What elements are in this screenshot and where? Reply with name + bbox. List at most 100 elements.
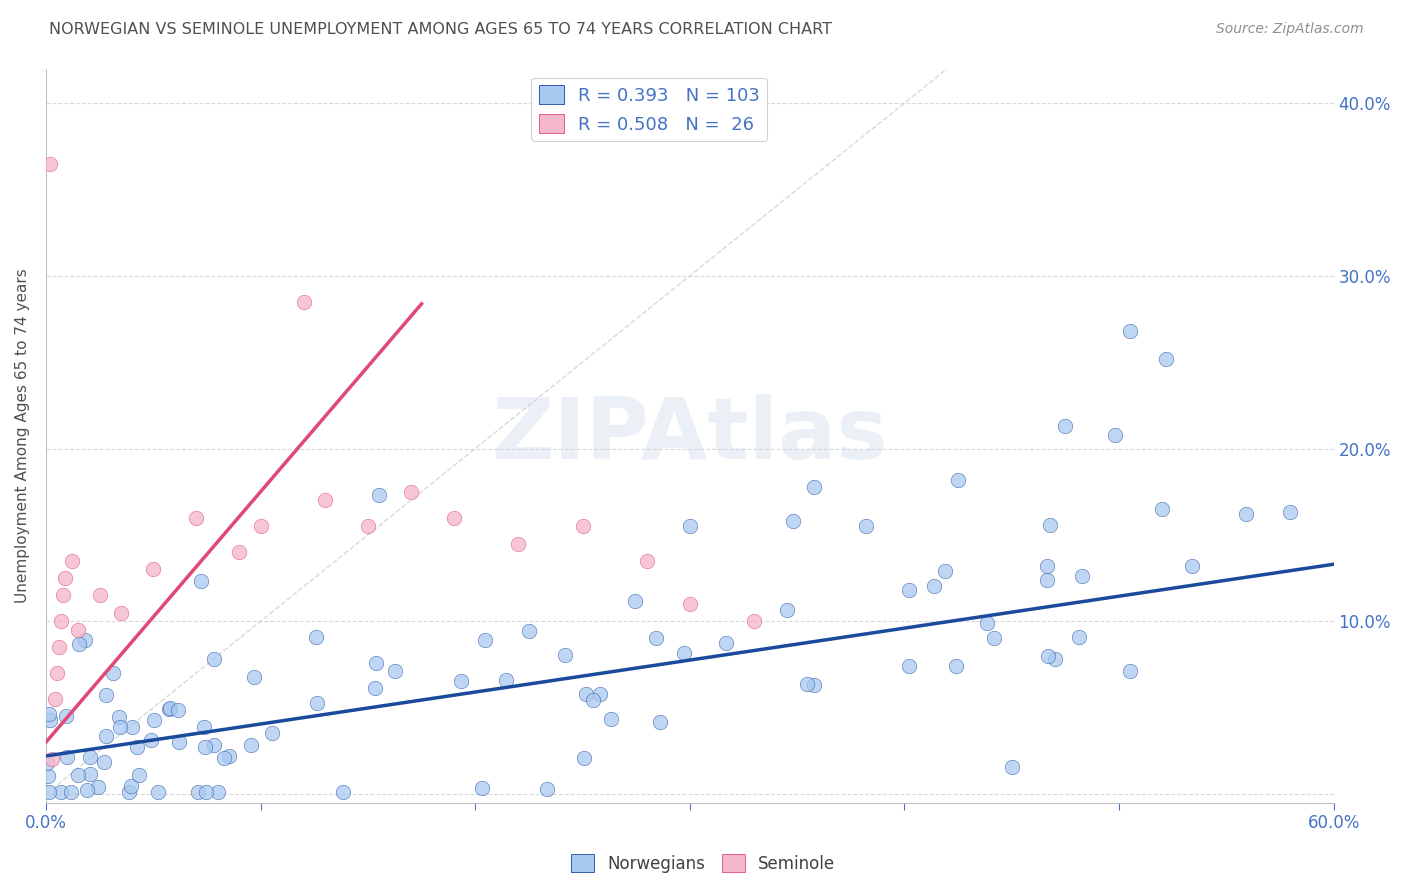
Point bbox=[212, 751, 235, 765]
Point bbox=[260, 726, 283, 740]
Point bbox=[305, 630, 328, 644]
Point bbox=[384, 664, 406, 678]
Point bbox=[292, 294, 315, 309]
Point bbox=[127, 739, 149, 754]
Point bbox=[39, 156, 62, 170]
Point bbox=[679, 519, 702, 533]
Point bbox=[55, 749, 77, 764]
Point bbox=[240, 738, 263, 752]
Point bbox=[79, 767, 101, 781]
Point bbox=[574, 751, 596, 765]
Point bbox=[59, 785, 82, 799]
Point bbox=[517, 624, 540, 639]
Point bbox=[855, 519, 877, 533]
Point bbox=[645, 631, 668, 645]
Point bbox=[1180, 558, 1202, 573]
Point bbox=[118, 785, 141, 799]
Point bbox=[1067, 630, 1090, 644]
Point bbox=[1043, 651, 1066, 665]
Point bbox=[314, 493, 336, 508]
Point bbox=[1036, 648, 1059, 663]
Point bbox=[121, 720, 143, 734]
Point bbox=[536, 781, 558, 796]
Point bbox=[242, 670, 264, 684]
Point bbox=[582, 693, 605, 707]
Point bbox=[367, 488, 389, 502]
Point bbox=[120, 779, 142, 793]
Point bbox=[450, 674, 472, 689]
Point bbox=[471, 780, 494, 795]
Point bbox=[49, 614, 72, 628]
Point bbox=[194, 785, 217, 799]
Point bbox=[167, 735, 190, 749]
Point bbox=[108, 710, 131, 724]
Point bbox=[508, 536, 530, 550]
Point bbox=[672, 646, 695, 660]
Point bbox=[650, 714, 672, 729]
Point bbox=[159, 701, 181, 715]
Point bbox=[636, 554, 658, 568]
Point bbox=[190, 574, 212, 589]
Point bbox=[742, 614, 765, 628]
Point bbox=[110, 606, 132, 620]
Point bbox=[474, 632, 496, 647]
Point bbox=[983, 631, 1005, 645]
Point bbox=[44, 692, 66, 706]
Point bbox=[207, 785, 229, 799]
Point bbox=[143, 713, 166, 727]
Point bbox=[624, 594, 647, 608]
Point bbox=[1118, 664, 1140, 678]
Point bbox=[49, 785, 72, 799]
Point bbox=[87, 780, 110, 794]
Point bbox=[96, 688, 118, 702]
Point bbox=[366, 656, 388, 670]
Point bbox=[1150, 502, 1173, 516]
Point bbox=[679, 597, 702, 611]
Point bbox=[67, 623, 90, 637]
Point bbox=[139, 732, 162, 747]
Point bbox=[37, 769, 59, 783]
Point bbox=[782, 514, 804, 528]
Point bbox=[1001, 760, 1024, 774]
Point bbox=[803, 479, 825, 493]
Point bbox=[73, 633, 96, 648]
Point bbox=[202, 738, 225, 752]
Point bbox=[803, 677, 825, 691]
Point bbox=[38, 706, 60, 721]
Point bbox=[108, 720, 131, 734]
Point bbox=[193, 720, 215, 734]
Point bbox=[897, 582, 920, 597]
Point bbox=[399, 484, 422, 499]
Point bbox=[93, 756, 115, 770]
Point bbox=[554, 648, 576, 662]
Point bbox=[1154, 351, 1177, 366]
Point bbox=[41, 752, 63, 766]
Point bbox=[588, 687, 610, 701]
Point bbox=[48, 640, 70, 654]
Point bbox=[934, 564, 956, 578]
Legend: Norwegians, Seminole: Norwegians, Seminole bbox=[564, 847, 842, 880]
Point bbox=[364, 681, 387, 695]
Point bbox=[53, 571, 76, 585]
Point bbox=[38, 714, 60, 728]
Point bbox=[571, 519, 593, 533]
Point bbox=[495, 673, 517, 688]
Point bbox=[187, 785, 209, 799]
Point bbox=[600, 712, 623, 726]
Text: ZIPAtlas: ZIPAtlas bbox=[492, 394, 889, 477]
Point bbox=[1104, 427, 1126, 442]
Point bbox=[38, 785, 60, 799]
Point bbox=[228, 545, 250, 559]
Point bbox=[66, 767, 89, 781]
Point bbox=[186, 510, 208, 524]
Point bbox=[1054, 419, 1077, 434]
Point bbox=[1119, 324, 1142, 338]
Point bbox=[357, 519, 380, 533]
Point bbox=[796, 677, 818, 691]
Point bbox=[945, 659, 967, 673]
Point bbox=[1036, 559, 1059, 574]
Point bbox=[96, 729, 118, 743]
Point bbox=[218, 749, 240, 764]
Point bbox=[575, 687, 598, 701]
Legend: R = 0.393   N = 103, R = 0.508   N =  26: R = 0.393 N = 103, R = 0.508 N = 26 bbox=[531, 78, 768, 141]
